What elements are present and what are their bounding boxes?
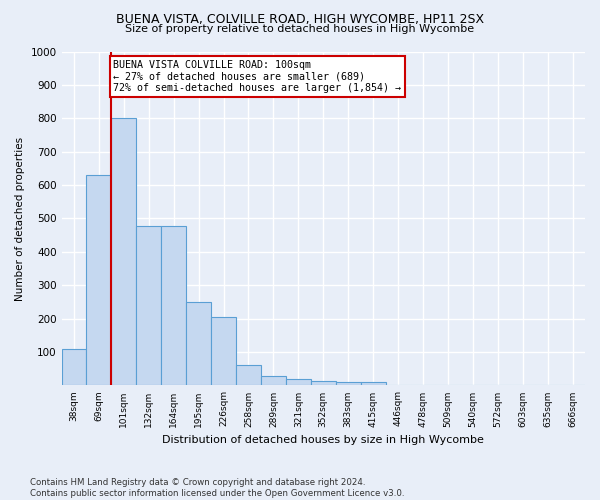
Bar <box>361 382 386 386</box>
Bar <box>286 379 311 386</box>
Text: Size of property relative to detached houses in High Wycombe: Size of property relative to detached ho… <box>125 24 475 34</box>
Text: BUENA VISTA, COLVILLE ROAD, HIGH WYCOMBE, HP11 2SX: BUENA VISTA, COLVILLE ROAD, HIGH WYCOMBE… <box>116 12 484 26</box>
Bar <box>136 226 161 386</box>
Bar <box>336 382 361 386</box>
Bar <box>86 175 112 386</box>
Bar <box>261 376 286 386</box>
Text: Contains HM Land Registry data © Crown copyright and database right 2024.
Contai: Contains HM Land Registry data © Crown c… <box>30 478 404 498</box>
Bar <box>211 317 236 386</box>
Text: BUENA VISTA COLVILLE ROAD: 100sqm
← 27% of detached houses are smaller (689)
72%: BUENA VISTA COLVILLE ROAD: 100sqm ← 27% … <box>113 60 401 93</box>
Bar <box>236 366 261 386</box>
X-axis label: Distribution of detached houses by size in High Wycombe: Distribution of detached houses by size … <box>163 435 484 445</box>
Bar <box>112 118 136 386</box>
Bar <box>161 226 186 386</box>
Bar <box>311 381 336 386</box>
Bar <box>62 348 86 386</box>
Y-axis label: Number of detached properties: Number of detached properties <box>15 136 25 300</box>
Bar <box>186 302 211 386</box>
